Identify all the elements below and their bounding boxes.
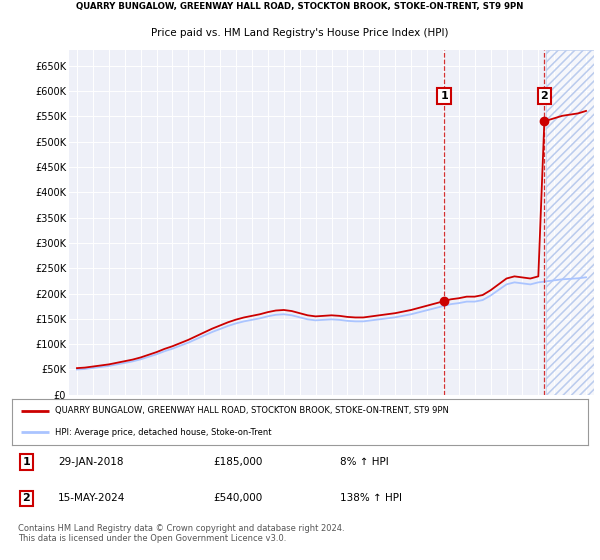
Text: 1: 1	[23, 457, 30, 467]
Text: Price paid vs. HM Land Registry's House Price Index (HPI): Price paid vs. HM Land Registry's House …	[151, 27, 449, 38]
Text: 15-MAY-2024: 15-MAY-2024	[58, 493, 125, 503]
Text: QUARRY BUNGALOW, GREENWAY HALL ROAD, STOCKTON BROOK, STOKE-ON-TRENT, ST9 9PN: QUARRY BUNGALOW, GREENWAY HALL ROAD, STO…	[76, 2, 524, 11]
Text: 1: 1	[440, 91, 448, 101]
Text: QUARRY BUNGALOW, GREENWAY HALL ROAD, STOCKTON BROOK, STOKE-ON-TRENT, ST9 9PN: QUARRY BUNGALOW, GREENWAY HALL ROAD, STO…	[55, 406, 449, 416]
Text: Contains HM Land Registry data © Crown copyright and database right 2024.
This d: Contains HM Land Registry data © Crown c…	[18, 524, 344, 543]
Text: HPI: Average price, detached house, Stoke-on-Trent: HPI: Average price, detached house, Stok…	[55, 428, 272, 437]
Text: 29-JAN-2018: 29-JAN-2018	[58, 457, 124, 467]
Text: 8% ↑ HPI: 8% ↑ HPI	[340, 457, 389, 467]
Text: 2: 2	[541, 91, 548, 101]
Bar	[546, 50, 594, 395]
Text: 138% ↑ HPI: 138% ↑ HPI	[340, 493, 403, 503]
Bar	[546, 50, 594, 395]
Text: 2: 2	[23, 493, 30, 503]
Text: £540,000: £540,000	[214, 493, 263, 503]
Text: £185,000: £185,000	[214, 457, 263, 467]
